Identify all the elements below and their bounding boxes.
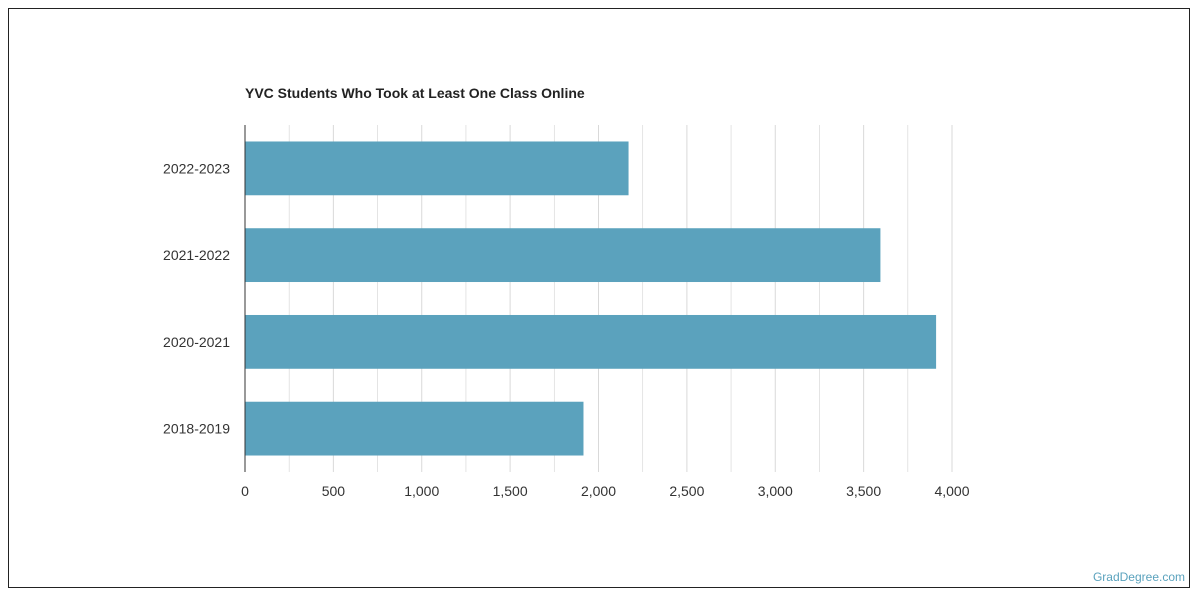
x-tick-label: 2,500 (669, 483, 704, 499)
bar-2020-2021[interactable] (245, 314, 937, 369)
labels: 2022-2023 2021-2022 2020-2021 2018-2019 0 500… (163, 160, 970, 499)
chart-title: YVC Students Who Took at Least One Class… (245, 85, 585, 101)
x-tick-label: 2,000 (581, 483, 616, 499)
x-tick-label: 500 (322, 483, 346, 499)
x-tick-label: 4,000 (934, 483, 969, 499)
bar-2018-2019[interactable] (245, 401, 584, 456)
category-label: 2022-2023 (163, 160, 230, 176)
category-label: 2020-2021 (163, 334, 230, 350)
bar-2021-2022[interactable] (245, 228, 881, 283)
category-label: 2018-2019 (163, 421, 230, 437)
bars (245, 141, 937, 456)
category-label: 2021-2022 (163, 247, 230, 263)
bar-2022-2023[interactable] (245, 141, 629, 196)
watermark-link[interactable]: GradDegree.com (1092, 570, 1185, 584)
x-tick-label: 0 (241, 483, 249, 499)
x-tick-label: 3,500 (846, 483, 881, 499)
x-tick-label: 1,000 (404, 483, 439, 499)
x-tick-label: 3,000 (758, 483, 793, 499)
x-tick-label: 1,500 (493, 483, 528, 499)
